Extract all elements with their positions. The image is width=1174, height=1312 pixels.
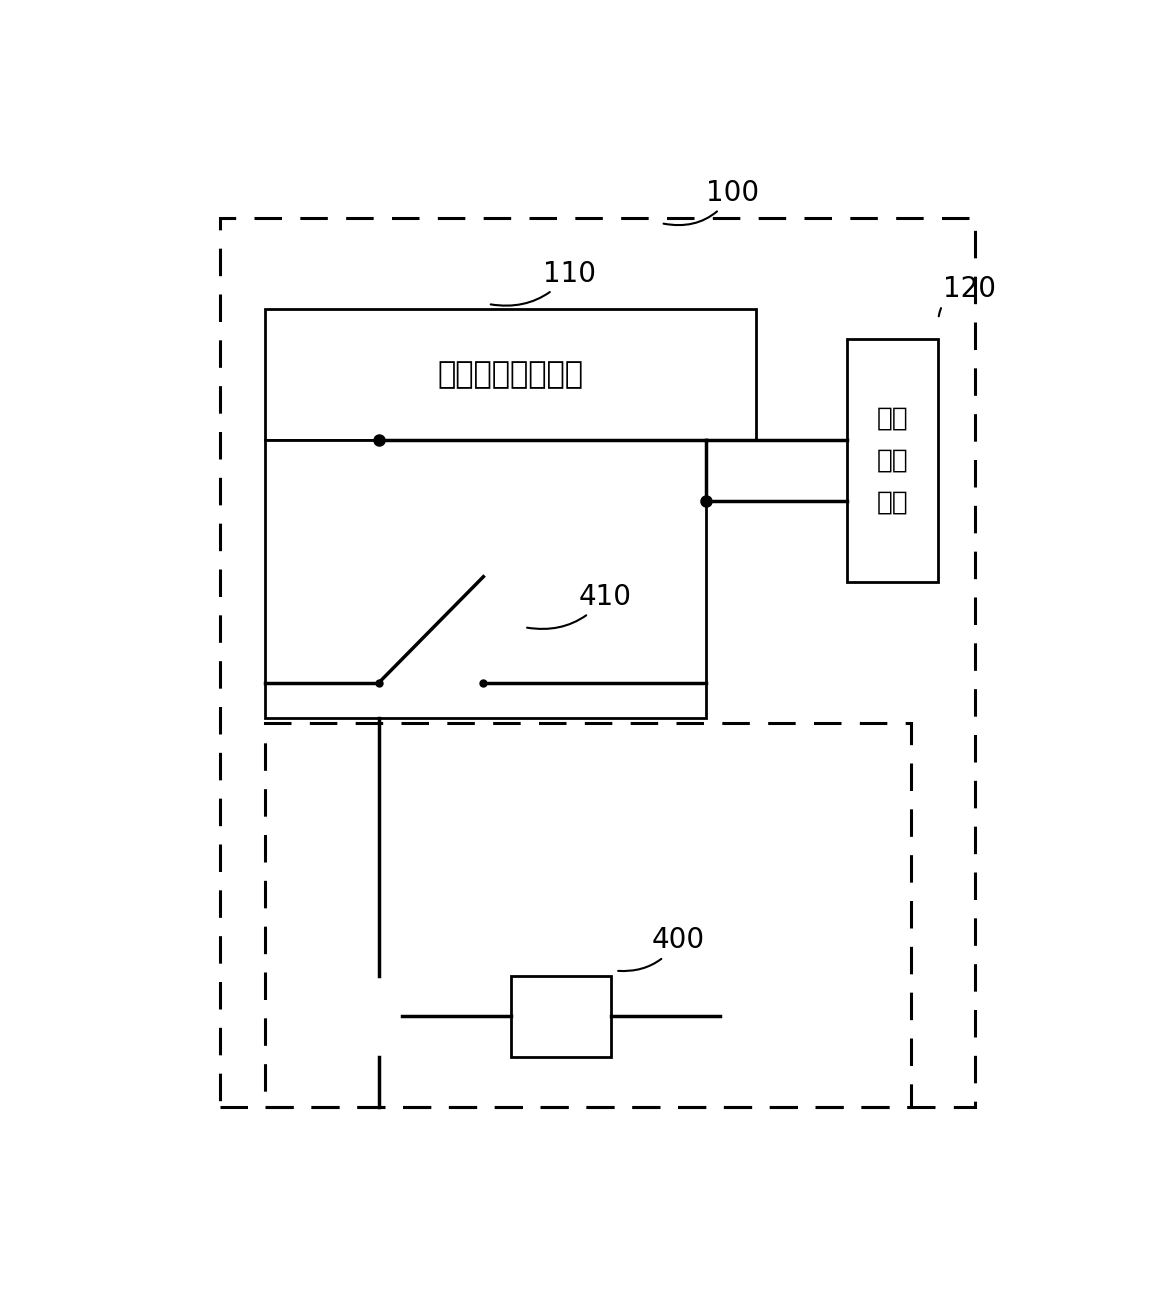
Text: 110: 110 <box>491 260 595 306</box>
Text: 100: 100 <box>663 178 760 226</box>
Bar <box>511 976 610 1056</box>
Text: 120: 120 <box>939 274 996 316</box>
Bar <box>265 308 756 441</box>
Text: 410: 410 <box>527 583 632 628</box>
Text: 400: 400 <box>618 926 704 971</box>
Bar <box>265 441 707 718</box>
Text: 电压
采集
单元: 电压 采集 单元 <box>877 405 909 516</box>
Text: 检测电流发生单元: 检测电流发生单元 <box>438 359 583 390</box>
Bar <box>848 340 938 581</box>
